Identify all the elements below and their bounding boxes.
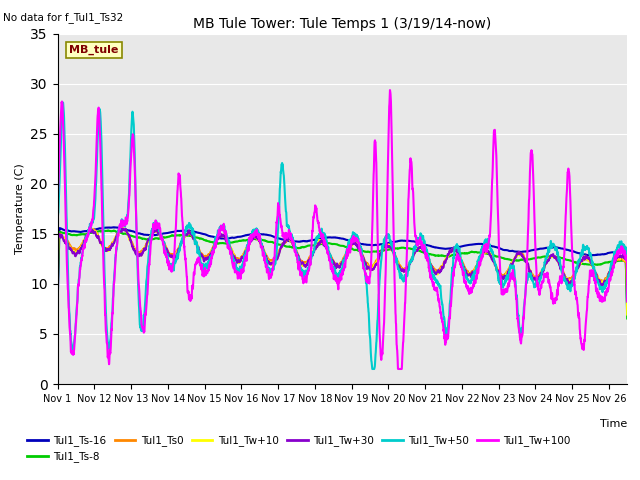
Tul1_Tw+10 [273,255,280,261]
Tul1_Tw+10 [153,228,161,234]
Tul1_Ts-16 [623,308,631,313]
Line: Tul1_Ts-16: Tul1_Ts-16 [58,227,627,311]
Line: Tul1_Tw+10: Tul1_Tw+10 [58,228,627,314]
Tul1_Tw+30 [153,227,161,233]
Y-axis label: Temperature (C): Temperature (C) [15,163,25,254]
Tul1_Tw+100 [54,262,61,268]
Tul1_Tw+50 [119,220,127,226]
Tul1_Tw+10 [612,257,620,263]
Tul1_Tw+100 [394,366,402,372]
Tul1_Tw+30 [273,255,280,261]
Tul1_Tw+10 [623,312,631,317]
Tul1_Tw+10 [54,296,61,301]
Tul1_Ts0 [297,258,305,264]
Tul1_Tw+100 [623,299,631,304]
Tul1_Tw+50 [60,100,67,106]
Tul1_Tw+50 [54,271,61,277]
Tul1_Tw+30 [612,256,620,262]
Tul1_Tw+100 [118,224,126,229]
Text: Time: Time [600,419,627,429]
Tul1_Tw+10 [118,226,126,231]
Tul1_Tw+50 [612,247,620,252]
Tul1_Ts-8 [273,241,280,247]
Tul1_Tw+30 [119,226,127,231]
Line: Tul1_Ts-8: Tul1_Ts-8 [58,230,627,319]
Tul1_Tw+50 [623,293,631,299]
Tul1_Ts0 [623,306,631,312]
Tul1_Tw+100 [551,300,559,306]
Tul1_Ts0 [88,226,96,232]
Tul1_Ts-8 [551,254,559,260]
Legend: Tul1_Ts-16, Tul1_Ts-8, Tul1_Ts0, Tul1_Tw+10, Tul1_Tw+30, Tul1_Tw+50, Tul1_Tw+100: Tul1_Ts-16, Tul1_Ts-8, Tul1_Ts0, Tul1_Tw… [23,431,575,467]
Tul1_Ts-16 [273,235,280,240]
Line: Tul1_Tw+50: Tul1_Tw+50 [58,103,627,369]
Tul1_Ts0 [612,258,620,264]
Tul1_Tw+30 [297,261,305,266]
Tul1_Ts-8 [612,258,620,264]
Tul1_Tw+50 [297,265,305,271]
Title: MB Tule Tower: Tule Temps 1 (3/19/14-now): MB Tule Tower: Tule Temps 1 (3/19/14-now… [193,17,492,31]
Tul1_Tw+50 [551,247,559,253]
Tul1_Ts-8 [297,244,305,250]
Line: Tul1_Tw+30: Tul1_Tw+30 [58,228,627,309]
Tul1_Ts-16 [551,244,559,250]
Tul1_Tw+50 [369,366,376,372]
Tul1_Tw+100 [297,272,305,277]
Tul1_Tw+100 [152,226,160,231]
Tul1_Tw+50 [153,220,161,226]
Tul1_Ts-16 [153,232,161,238]
Tul1_Tw+30 [54,306,61,312]
Tul1_Ts-16 [612,249,620,254]
Tul1_Tw+100 [386,87,394,93]
Tul1_Ts-8 [623,316,631,322]
Tul1_Ts-8 [153,235,161,241]
Tul1_Tw+50 [273,252,280,258]
Tul1_Tw+10 [297,261,305,266]
Tul1_Tw+10 [119,225,127,231]
Tul1_Ts0 [273,254,280,260]
Tul1_Tw+30 [551,254,559,260]
Tul1_Tw+10 [551,254,559,260]
Tul1_Ts-16 [297,239,305,244]
Text: MB_tule: MB_tule [69,45,118,55]
Tul1_Ts0 [119,227,127,232]
Tul1_Ts0 [153,228,161,234]
Text: No data for f_Tul1_Ts32: No data for f_Tul1_Ts32 [3,12,124,23]
Tul1_Tw+100 [272,230,280,236]
Tul1_Tw+100 [612,254,620,260]
Tul1_Ts-8 [54,300,61,306]
Tul1_Ts-8 [119,230,127,236]
Tul1_Ts0 [551,254,559,260]
Tul1_Ts-16 [54,303,61,309]
Tul1_Ts-8 [104,228,112,233]
Tul1_Tw+30 [623,299,631,304]
Tul1_Ts-16 [110,224,118,230]
Tul1_Ts0 [54,306,61,312]
Tul1_Tw+30 [116,225,124,231]
Tul1_Ts-16 [119,226,127,231]
Line: Tul1_Tw+100: Tul1_Tw+100 [58,90,627,369]
Line: Tul1_Ts0: Tul1_Ts0 [58,229,627,309]
